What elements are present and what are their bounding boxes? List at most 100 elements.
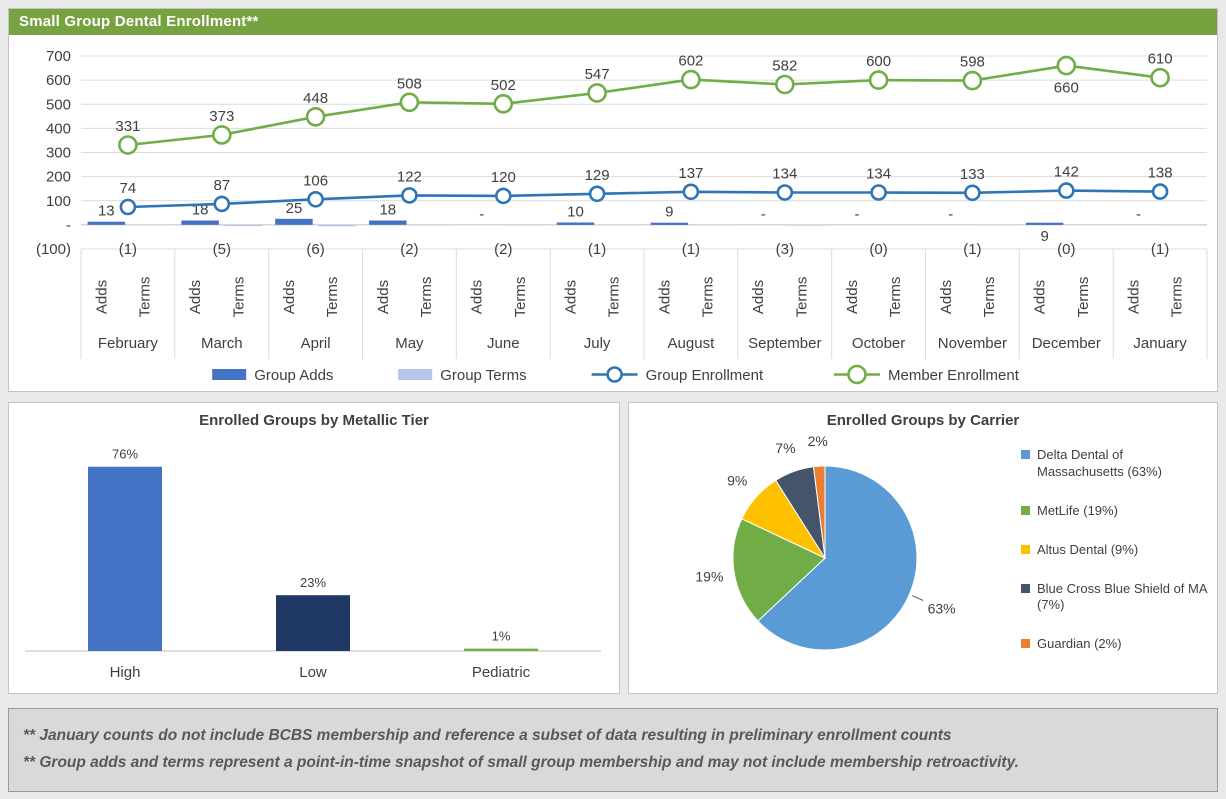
axis-sub-label-adds: Adds [469,280,486,314]
y-tick-label: (100) [36,241,71,258]
series-data-label: 598 [960,54,985,71]
series-marker [587,83,607,103]
axis-sub-label-terms: Terms [700,277,717,318]
legend-marker [847,364,867,385]
tier-category-label: High [110,664,141,681]
axis-sub-label-terms: Terms [981,277,998,318]
month-label: April [301,335,331,352]
month-label: October [852,335,905,352]
pie-percent-label: 19% [695,568,723,584]
legend-swatch [398,369,433,380]
series-data-label: 134 [866,166,891,183]
footnote-january-counts: ** January counts do not include BCBS me… [23,727,952,744]
group-terms-bar [318,224,356,227]
y-tick-label: 200 [46,169,71,186]
series-line [127,64,1161,147]
series-marker [401,187,418,204]
series-marker [305,107,326,127]
bottom-charts-row: Enrolled Groups by Metallic Tier 76% High… [8,402,1218,694]
series-marker [213,195,231,213]
group-adds-label: - [479,206,484,223]
series-marker [1150,67,1170,88]
group-terms-label: (1) [119,241,137,258]
metallic-tier-bar-chart[interactable]: 76% High 23% Low 1% Pediatric [9,429,617,687]
series-marker [681,69,701,90]
enrollment-panel-header: Small Group Dental Enrollment** [9,9,1217,35]
pie-percent-label: 9% [727,473,747,489]
group-terms-label: (2) [494,241,512,258]
pie-leader-line [912,595,924,601]
carrier-pie-chart[interactable]: 63% 19% 9% 7% 2% [629,429,1021,685]
axis-sub-label-terms: Terms [137,277,154,318]
axis-sub-label-terms: Terms [324,277,341,318]
pie-percent-label: 63% [928,600,956,616]
month-label: September [748,335,821,352]
series-marker [493,94,514,114]
axis-sub-label-adds: Adds [281,280,298,314]
legend-label: Delta Dental of Massachusetts (63%) [1037,447,1162,479]
group-terms-label: (0) [1057,241,1075,258]
axis-sub-label-terms: Terms [793,277,810,318]
carrier-legend-item: Blue Cross Blue Shield of MA (7%) [1021,581,1209,615]
group-adds-label: - [1136,206,1141,223]
enrollment-panel-title: Small Group Dental Enrollment** [19,13,259,30]
series-data-label: 106 [303,172,328,189]
month-label: August [668,335,716,352]
series-marker [1056,55,1077,76]
group-adds-label: 9 [665,204,673,221]
pie-percent-label: 7% [775,440,795,456]
legend-marker [606,366,623,383]
month-label: May [395,335,424,352]
group-terms-label: (1) [963,241,981,258]
y-tick-label: 600 [46,72,71,89]
group-adds-label: 10 [567,204,584,221]
series-data-label: 331 [115,118,140,135]
y-tick-label: 400 [46,120,71,137]
axis-sub-label-adds: Adds [1032,280,1049,314]
tier-value-label: 1% [492,629,511,644]
enrollment-panel: Small Group Dental Enrollment** 700 600 50… [8,8,1218,392]
group-terms-label: (6) [306,241,324,258]
y-tick-label: 500 [46,96,71,113]
series-data-label: 582 [772,58,797,75]
month-label: March [201,335,243,352]
legend-label: Blue Cross Blue Shield of MA (7%) [1037,580,1207,613]
legend-label: Guardian (2%) [1037,636,1122,652]
axis-sub-label-terms: Terms [418,277,435,318]
series-data-label: 508 [397,75,422,92]
carrier-legend-item: Guardian (2%) [1021,636,1209,653]
series-marker [399,92,420,113]
axis-sub-label-terms: Terms [230,277,247,318]
series-marker [682,183,700,201]
dental-enrollment-dashboard: Small Group Dental Enrollment** 700 600 50… [8,8,1218,792]
series-data-label: 129 [585,167,610,184]
series-data-label: 610 [1148,51,1173,68]
series-data-label: 600 [866,53,891,70]
group-adds-bar [1025,222,1064,225]
month-label: July [584,335,611,352]
series-data-label: 120 [491,169,516,186]
group-terms-bar [224,224,263,227]
carrier-legend: Delta Dental of Massachusetts (63%) MetLi… [1021,429,1209,685]
tier-value-label: 23% [300,575,326,590]
legend-label: Altus Dental (9%) [1037,541,1139,557]
series-marker [1151,183,1169,200]
series-marker [964,184,981,202]
y-tick-label: 700 [46,48,71,65]
group-adds-label: 18 [379,202,396,219]
tier-bar [464,648,538,651]
series-marker [212,125,232,145]
month-label: June [487,335,520,352]
series-data-label: 138 [1148,165,1173,182]
series-data-label: 87 [213,177,230,194]
series-marker [962,70,983,91]
series-marker [494,187,512,205]
group-terms-label: (3) [776,241,794,258]
enrollment-combo-chart[interactable]: 700 600 500 400 300 200 100 - (100) 13 (1) Adds Term… [9,35,1217,391]
legend-label: Group Terms [440,367,526,384]
axis-sub-label-terms: Terms [1169,277,1186,318]
series-data-label: 122 [397,168,422,185]
carrier-chart-title: Enrolled Groups by Carrier [826,412,1020,429]
series-marker [1058,182,1075,199]
group-terms-label: (1) [682,241,700,258]
